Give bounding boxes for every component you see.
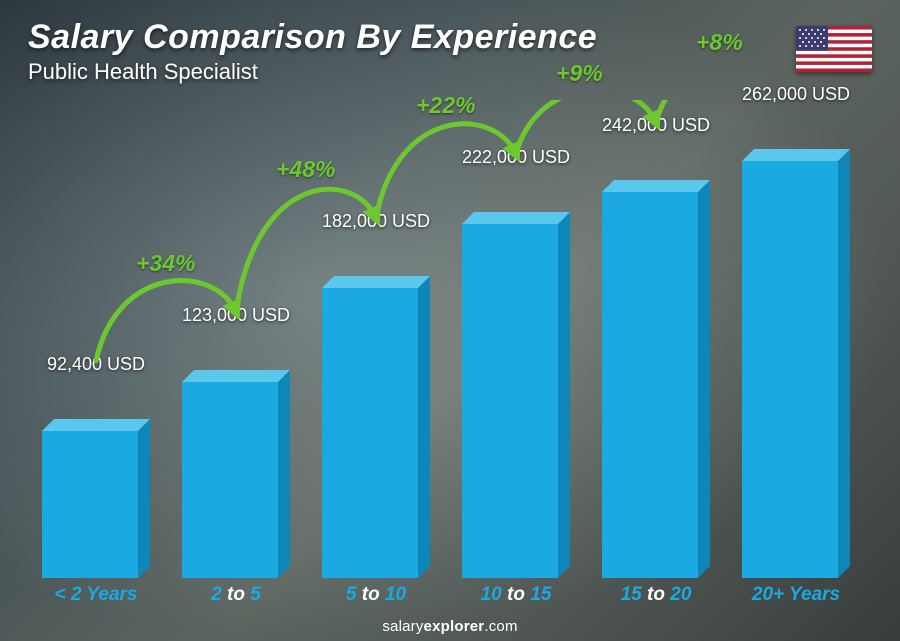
bar-front [182, 382, 278, 578]
x-axis-label: 20+ Years [726, 584, 866, 606]
chart-subtitle: Public Health Specialist [28, 59, 597, 85]
x-axis-label: 10 to 15 [446, 584, 586, 606]
bar-side [418, 276, 430, 578]
x-axis-label: < 2 Years [26, 584, 166, 606]
x-axis-labels: < 2 Years2 to 55 to 1010 to 1515 to 2020… [26, 584, 866, 612]
bar-chart: 92,400 USD 123,000 USD 182,000 USD 222,000 … [26, 100, 866, 578]
bar-side [138, 419, 150, 578]
increment-label: +34% [136, 250, 195, 277]
bar [602, 192, 710, 578]
bar [322, 288, 430, 578]
bar-top [462, 212, 570, 224]
bar-side [698, 180, 710, 578]
title-block: Salary Comparison By Experience Public H… [28, 18, 597, 85]
bar-top [602, 180, 710, 192]
increment-label: +48% [276, 156, 335, 183]
x-axis-label: 2 to 5 [166, 584, 306, 606]
us-flag-icon [796, 26, 872, 72]
x-axis-label: 5 to 10 [306, 584, 446, 606]
bar-front [602, 192, 698, 578]
bar-front [742, 161, 838, 578]
bar-value-label: 222,000 USD [462, 147, 570, 168]
footer-credit: salaryexplorer.com [0, 618, 900, 635]
bar-side [838, 149, 850, 578]
bar-value-label: 242,000 USD [602, 115, 710, 136]
footer-suffix: .com [484, 618, 517, 635]
chart-title: Salary Comparison By Experience [28, 18, 597, 57]
bar-value-label: 182,000 USD [322, 211, 430, 232]
bar-slot: 262,000 USD [726, 100, 866, 578]
bar-side [278, 370, 290, 578]
increment-label: +22% [416, 92, 475, 119]
bar-front [322, 288, 418, 578]
x-axis-label: 15 to 20 [586, 584, 726, 606]
bar [182, 382, 290, 578]
bar-top [322, 276, 430, 288]
bar-top [42, 419, 150, 431]
bar-slot: 92,400 USD [26, 100, 166, 578]
bar-value-label: 123,000 USD [182, 305, 290, 326]
bar-side [558, 212, 570, 578]
increment-label: +9% [556, 60, 603, 87]
bar-top [742, 149, 850, 161]
bar [742, 161, 850, 578]
infographic-stage: Salary Comparison By Experience Public H… [0, 0, 900, 641]
increment-label: +8% [696, 29, 743, 56]
footer-prefix: salary [382, 618, 423, 635]
bar-front [42, 431, 138, 578]
bar-front [462, 224, 558, 578]
bar [42, 431, 150, 578]
bar-slot: 222,000 USD [446, 100, 586, 578]
bar-top [182, 370, 290, 382]
footer-bold: explorer [424, 618, 485, 635]
bar [462, 224, 570, 578]
bar-value-label: 262,000 USD [742, 84, 850, 105]
bar-slot: 242,000 USD [586, 100, 726, 578]
bar-value-label: 92,400 USD [47, 354, 145, 375]
